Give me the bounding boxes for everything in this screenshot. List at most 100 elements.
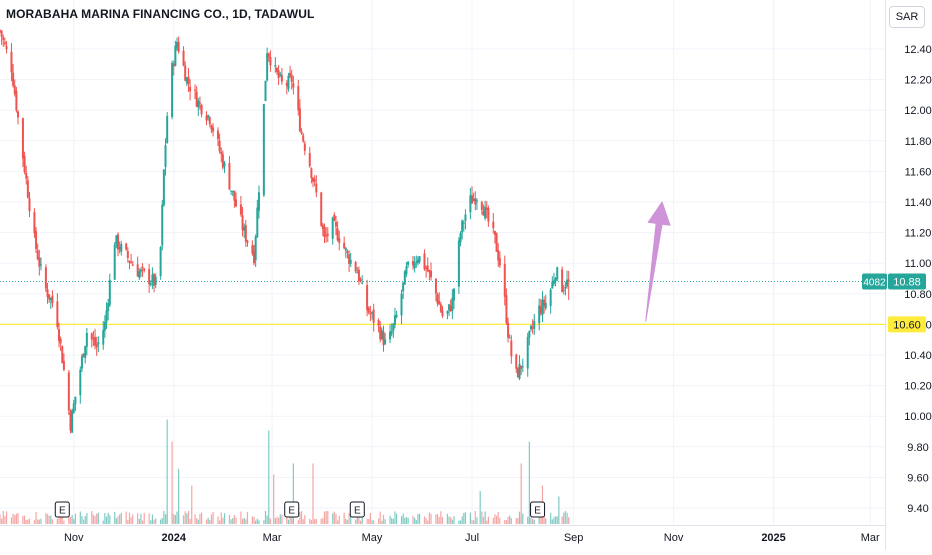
candle-body <box>403 271 406 285</box>
volume-bar <box>440 511 442 524</box>
volume-bar <box>518 511 521 524</box>
volume-bar <box>297 520 299 524</box>
projection-arrow[interactable] <box>645 201 671 322</box>
volume-bar <box>533 519 535 524</box>
candle-body <box>161 204 164 246</box>
y-tick-label: 11.00 <box>905 258 932 270</box>
volume-bar <box>264 510 267 524</box>
volume-bar <box>74 513 76 524</box>
candle-body <box>461 220 464 233</box>
candle-body <box>349 259 352 264</box>
candle-body <box>395 314 398 317</box>
candle-body <box>448 304 451 311</box>
x-tick-label: May <box>362 532 383 544</box>
candle-body <box>85 332 88 347</box>
volume-bar <box>327 510 329 524</box>
candle-body <box>208 117 211 125</box>
candle-body <box>95 344 98 348</box>
volume-bar <box>48 515 50 524</box>
volume-bar <box>273 474 275 524</box>
volume-bar <box>199 513 201 524</box>
candle-body <box>207 115 210 118</box>
candle-body <box>220 151 223 155</box>
volume-bar <box>255 520 257 524</box>
volume-bar <box>189 518 191 524</box>
volume-bar <box>251 516 253 524</box>
volume-bar <box>132 514 134 524</box>
candle-body <box>97 342 100 345</box>
volume-bar <box>63 520 65 524</box>
candle-body <box>176 41 178 48</box>
candle-body <box>426 265 429 272</box>
volume-bar <box>186 513 188 524</box>
volume-bar <box>240 511 242 524</box>
candle-body <box>434 278 437 294</box>
volume-bar <box>37 519 39 524</box>
volume-bar <box>509 515 511 524</box>
last-price-label: 10.88 <box>893 277 921 289</box>
volume-bar <box>345 518 347 524</box>
volume-bar <box>430 513 432 524</box>
volume-histogram <box>0 419 570 524</box>
volume-bar <box>423 516 426 524</box>
candle-body <box>425 267 428 269</box>
volume-bar <box>346 519 349 524</box>
candle-body <box>105 310 108 323</box>
volume-bar <box>281 514 283 524</box>
volume-bar <box>230 519 232 524</box>
candle-body <box>189 86 192 92</box>
volume-bar <box>499 517 501 524</box>
candle-body <box>49 297 52 300</box>
candle-body <box>313 178 316 182</box>
volume-bar <box>92 514 95 524</box>
candle-body <box>159 247 162 277</box>
candle-body <box>469 195 472 213</box>
candle-body <box>5 46 8 49</box>
candle-body <box>13 85 16 94</box>
candle-body <box>148 269 151 285</box>
volume-bar <box>545 518 547 524</box>
candle-body <box>257 192 260 211</box>
chart-title: MORABAHA MARINA FINANCING CO., 1D, TADAW… <box>6 7 315 21</box>
volume-bar <box>150 520 152 524</box>
volume-bar <box>530 517 532 524</box>
volume-bar <box>532 518 534 524</box>
candle-body <box>15 90 18 111</box>
volume-bar <box>435 514 437 524</box>
candle-body <box>231 190 234 192</box>
candle-body <box>439 304 442 312</box>
candle-body <box>153 274 156 286</box>
candle-body <box>343 242 346 249</box>
candle-body <box>233 190 236 201</box>
earnings-label: E <box>288 506 295 517</box>
volume-bar <box>143 512 145 524</box>
candle-body <box>38 257 41 267</box>
volume-bar <box>35 511 37 524</box>
candle-body <box>187 76 190 84</box>
earnings-badge <box>530 501 546 518</box>
earnings-label: E <box>534 506 541 517</box>
candle-body <box>482 211 485 216</box>
currency-button[interactable]: SAR <box>889 6 925 28</box>
candle-body <box>262 104 265 196</box>
volume-bar <box>207 517 209 524</box>
candle-body <box>567 279 570 282</box>
candle-body <box>131 264 134 266</box>
volume-bar <box>335 513 337 524</box>
volume-bar <box>1 518 3 524</box>
candle-body <box>556 267 559 280</box>
volume-bar <box>187 511 190 524</box>
volume-bar <box>274 518 276 524</box>
volume-bar <box>148 513 150 524</box>
volume-bar <box>205 519 208 524</box>
candle-body <box>128 260 131 263</box>
candle-body <box>290 74 293 82</box>
volume-bar <box>82 519 85 524</box>
volume-bar <box>171 441 173 524</box>
y-tick-label: 11.80 <box>905 136 932 148</box>
candle-body <box>377 320 380 326</box>
up-arrow-icon[interactable] <box>645 201 671 322</box>
volume-bar <box>45 513 47 524</box>
